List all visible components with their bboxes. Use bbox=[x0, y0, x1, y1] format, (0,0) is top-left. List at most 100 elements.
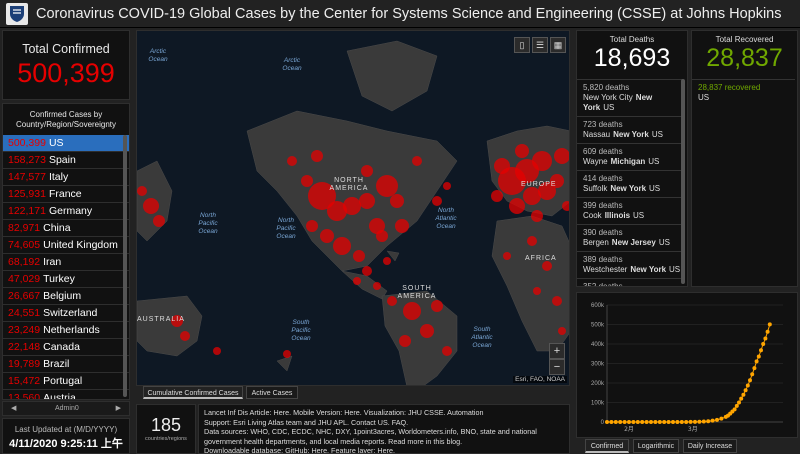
confirmed-data-point[interactable] bbox=[662, 420, 667, 424]
case-bubble[interactable] bbox=[283, 350, 291, 358]
case-bubble[interactable] bbox=[403, 302, 421, 320]
case-bubble[interactable] bbox=[153, 215, 165, 227]
case-bubble[interactable] bbox=[180, 331, 190, 341]
tab-cumulative-confirmed[interactable]: Cumulative Confirmed Cases bbox=[143, 386, 243, 399]
confirmed-data-point[interactable] bbox=[748, 378, 752, 383]
death-row[interactable]: 723 deaths Nassau New York US bbox=[577, 117, 683, 144]
case-bubble[interactable] bbox=[362, 266, 372, 276]
case-bubble[interactable] bbox=[333, 237, 351, 255]
case-bubble[interactable] bbox=[359, 193, 375, 209]
case-bubble[interactable] bbox=[442, 346, 452, 356]
case-bubble[interactable] bbox=[412, 156, 422, 166]
confirmed-data-point[interactable] bbox=[697, 419, 702, 424]
country-row[interactable]: 22,148 Canada bbox=[3, 339, 129, 356]
death-row[interactable]: 390 deaths Bergen New Jersey US bbox=[577, 225, 683, 252]
confirmed-data-point[interactable] bbox=[750, 372, 755, 377]
country-row[interactable]: 13,560 Austria bbox=[3, 390, 129, 399]
death-row[interactable]: 399 deaths Cook Illinois US bbox=[577, 198, 683, 225]
recovered-list[interactable]: 28,837 recovered US bbox=[692, 79, 795, 106]
country-row[interactable]: 24,551 Switzerland bbox=[3, 305, 129, 322]
country-row[interactable]: 122,171 Germany bbox=[3, 203, 129, 220]
pager-prev-icon[interactable]: ◀ bbox=[11, 405, 17, 412]
death-row[interactable]: 389 deaths Westchester New York US bbox=[577, 252, 683, 279]
case-bubble[interactable] bbox=[213, 347, 221, 355]
case-bubble[interactable] bbox=[308, 182, 336, 210]
death-row[interactable]: 609 deaths Wayne Michigan US bbox=[577, 144, 683, 171]
case-bubble[interactable] bbox=[538, 182, 556, 200]
country-row[interactable]: 500,399 US bbox=[3, 135, 129, 152]
confirmed-data-point[interactable] bbox=[732, 407, 737, 412]
confirmed-data-point[interactable] bbox=[688, 419, 693, 424]
case-bubble[interactable] bbox=[369, 218, 385, 234]
case-bubble[interactable] bbox=[361, 165, 373, 177]
chart-tab-daily-increase[interactable]: Daily Increase bbox=[683, 439, 737, 453]
chart-tab-confirmed[interactable]: Confirmed bbox=[585, 439, 629, 453]
case-bubble[interactable] bbox=[532, 151, 552, 171]
case-bubble[interactable] bbox=[554, 148, 570, 164]
confirmed-data-point[interactable] bbox=[693, 419, 697, 424]
country-row[interactable]: 15,472 Portugal bbox=[3, 373, 129, 390]
confirmed-data-point[interactable] bbox=[737, 400, 741, 405]
confirmed-data-point[interactable] bbox=[754, 359, 759, 364]
confirmed-data-point[interactable] bbox=[657, 420, 662, 424]
confirmed-data-point[interactable] bbox=[671, 420, 675, 424]
case-bubble[interactable] bbox=[542, 261, 552, 271]
death-row[interactable]: 5,820 deaths New York City New York US bbox=[577, 80, 683, 117]
country-row[interactable]: 47,029 Turkey bbox=[3, 271, 129, 288]
confirmed-data-point[interactable] bbox=[752, 366, 757, 371]
grid-icon[interactable]: ▦ bbox=[550, 37, 566, 53]
case-bubble[interactable] bbox=[523, 187, 541, 205]
case-bubble[interactable] bbox=[137, 186, 147, 196]
case-bubble[interactable] bbox=[431, 300, 443, 312]
case-bubble[interactable] bbox=[301, 175, 313, 187]
pager-next-icon[interactable]: ▶ bbox=[115, 405, 121, 412]
confirmed-data-point[interactable] bbox=[763, 336, 768, 341]
deaths-list-scrollbar[interactable] bbox=[681, 79, 685, 284]
case-bubble[interactable] bbox=[306, 220, 318, 232]
case-bubble[interactable] bbox=[390, 194, 404, 208]
confirmed-data-point[interactable] bbox=[759, 348, 763, 353]
case-bubble[interactable] bbox=[552, 296, 562, 306]
confirmed-data-point[interactable] bbox=[741, 392, 746, 397]
confirmed-data-point[interactable] bbox=[649, 420, 653, 424]
confirmed-data-point[interactable] bbox=[675, 419, 680, 424]
confirmed-data-point[interactable] bbox=[739, 396, 744, 401]
case-bubble[interactable] bbox=[320, 229, 334, 243]
country-row[interactable]: 74,605 United Kingdom bbox=[3, 237, 129, 254]
case-bubble[interactable] bbox=[311, 150, 323, 162]
country-row[interactable]: 19,789 Brazil bbox=[3, 356, 129, 373]
country-row[interactable]: 82,971 China bbox=[3, 220, 129, 237]
confirmed-data-point[interactable] bbox=[706, 419, 711, 424]
confirmed-data-point[interactable] bbox=[684, 419, 689, 424]
case-bubble[interactable] bbox=[353, 250, 365, 262]
death-row[interactable]: 414 deaths Suffolk New York US bbox=[577, 171, 683, 198]
case-bubble[interactable] bbox=[550, 174, 564, 188]
confirmed-data-point[interactable] bbox=[710, 418, 715, 423]
case-bubble[interactable] bbox=[343, 197, 361, 215]
confirmed-data-point[interactable] bbox=[635, 420, 640, 424]
case-bubble[interactable] bbox=[395, 219, 409, 233]
chart-tab-logarithmic[interactable]: Logarithmic bbox=[633, 439, 679, 453]
confirmed-data-point[interactable] bbox=[666, 420, 671, 424]
confirmed-data-point[interactable] bbox=[701, 419, 706, 424]
confirmed-data-point[interactable] bbox=[743, 388, 748, 393]
confirmed-data-point[interactable] bbox=[622, 420, 627, 424]
case-bubble[interactable] bbox=[443, 182, 451, 190]
case-bubble[interactable] bbox=[387, 296, 397, 306]
case-bubble[interactable] bbox=[383, 257, 391, 265]
case-bubble[interactable] bbox=[533, 287, 541, 295]
case-bubble[interactable] bbox=[503, 252, 511, 260]
deaths-list[interactable]: 5,820 deaths New York City New York US 723 d… bbox=[577, 79, 683, 286]
confirmed-data-point[interactable] bbox=[761, 342, 766, 346]
country-list-scrollbar[interactable] bbox=[123, 135, 127, 397]
case-bubble[interactable] bbox=[432, 196, 442, 206]
confirmed-data-point[interactable] bbox=[679, 419, 684, 424]
confirmed-data-point[interactable] bbox=[734, 403, 739, 408]
country-row[interactable]: 23,249 Netherlands bbox=[3, 322, 129, 339]
case-bubble[interactable] bbox=[494, 158, 510, 174]
case-bubble[interactable] bbox=[527, 236, 537, 246]
country-row[interactable]: 125,931 France bbox=[3, 186, 129, 203]
case-bubble[interactable] bbox=[143, 198, 159, 214]
confirmed-data-point[interactable] bbox=[605, 420, 609, 424]
